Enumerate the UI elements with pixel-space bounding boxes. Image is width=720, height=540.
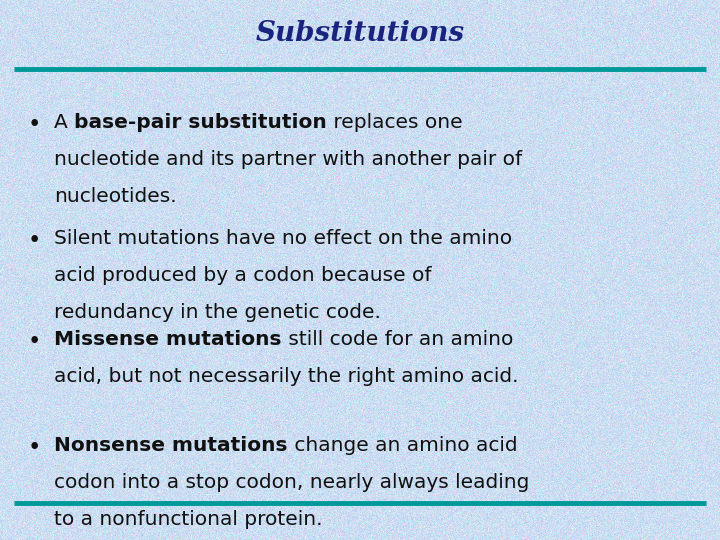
Text: Nonsense mutations: Nonsense mutations <box>54 436 287 455</box>
Text: •: • <box>28 330 41 354</box>
Text: acid produced by a codon because of: acid produced by a codon because of <box>54 266 431 285</box>
Text: to a nonfunctional protein.: to a nonfunctional protein. <box>54 510 323 529</box>
Text: replaces one: replaces one <box>327 113 462 132</box>
Text: Missense mutations: Missense mutations <box>54 330 282 349</box>
Text: codon into a stop codon, nearly always leading: codon into a stop codon, nearly always l… <box>54 473 529 492</box>
Text: nucleotide and its partner with another pair of: nucleotide and its partner with another … <box>54 150 522 169</box>
Text: nucleotides.: nucleotides. <box>54 187 176 206</box>
Text: •: • <box>28 230 41 253</box>
Text: base-pair substitution: base-pair substitution <box>74 113 327 132</box>
Text: A: A <box>54 113 74 132</box>
Text: Substitutions: Substitutions <box>256 20 464 47</box>
Text: •: • <box>28 436 41 460</box>
Text: redundancy in the genetic code.: redundancy in the genetic code. <box>54 303 381 322</box>
Text: change an amino acid: change an amino acid <box>287 436 517 455</box>
Text: Silent mutations have no effect on the amino: Silent mutations have no effect on the a… <box>54 230 512 248</box>
Text: still code for an amino: still code for an amino <box>282 330 513 349</box>
Text: acid, but not necessarily the right amino acid.: acid, but not necessarily the right amin… <box>54 367 518 386</box>
Text: •: • <box>28 113 41 137</box>
